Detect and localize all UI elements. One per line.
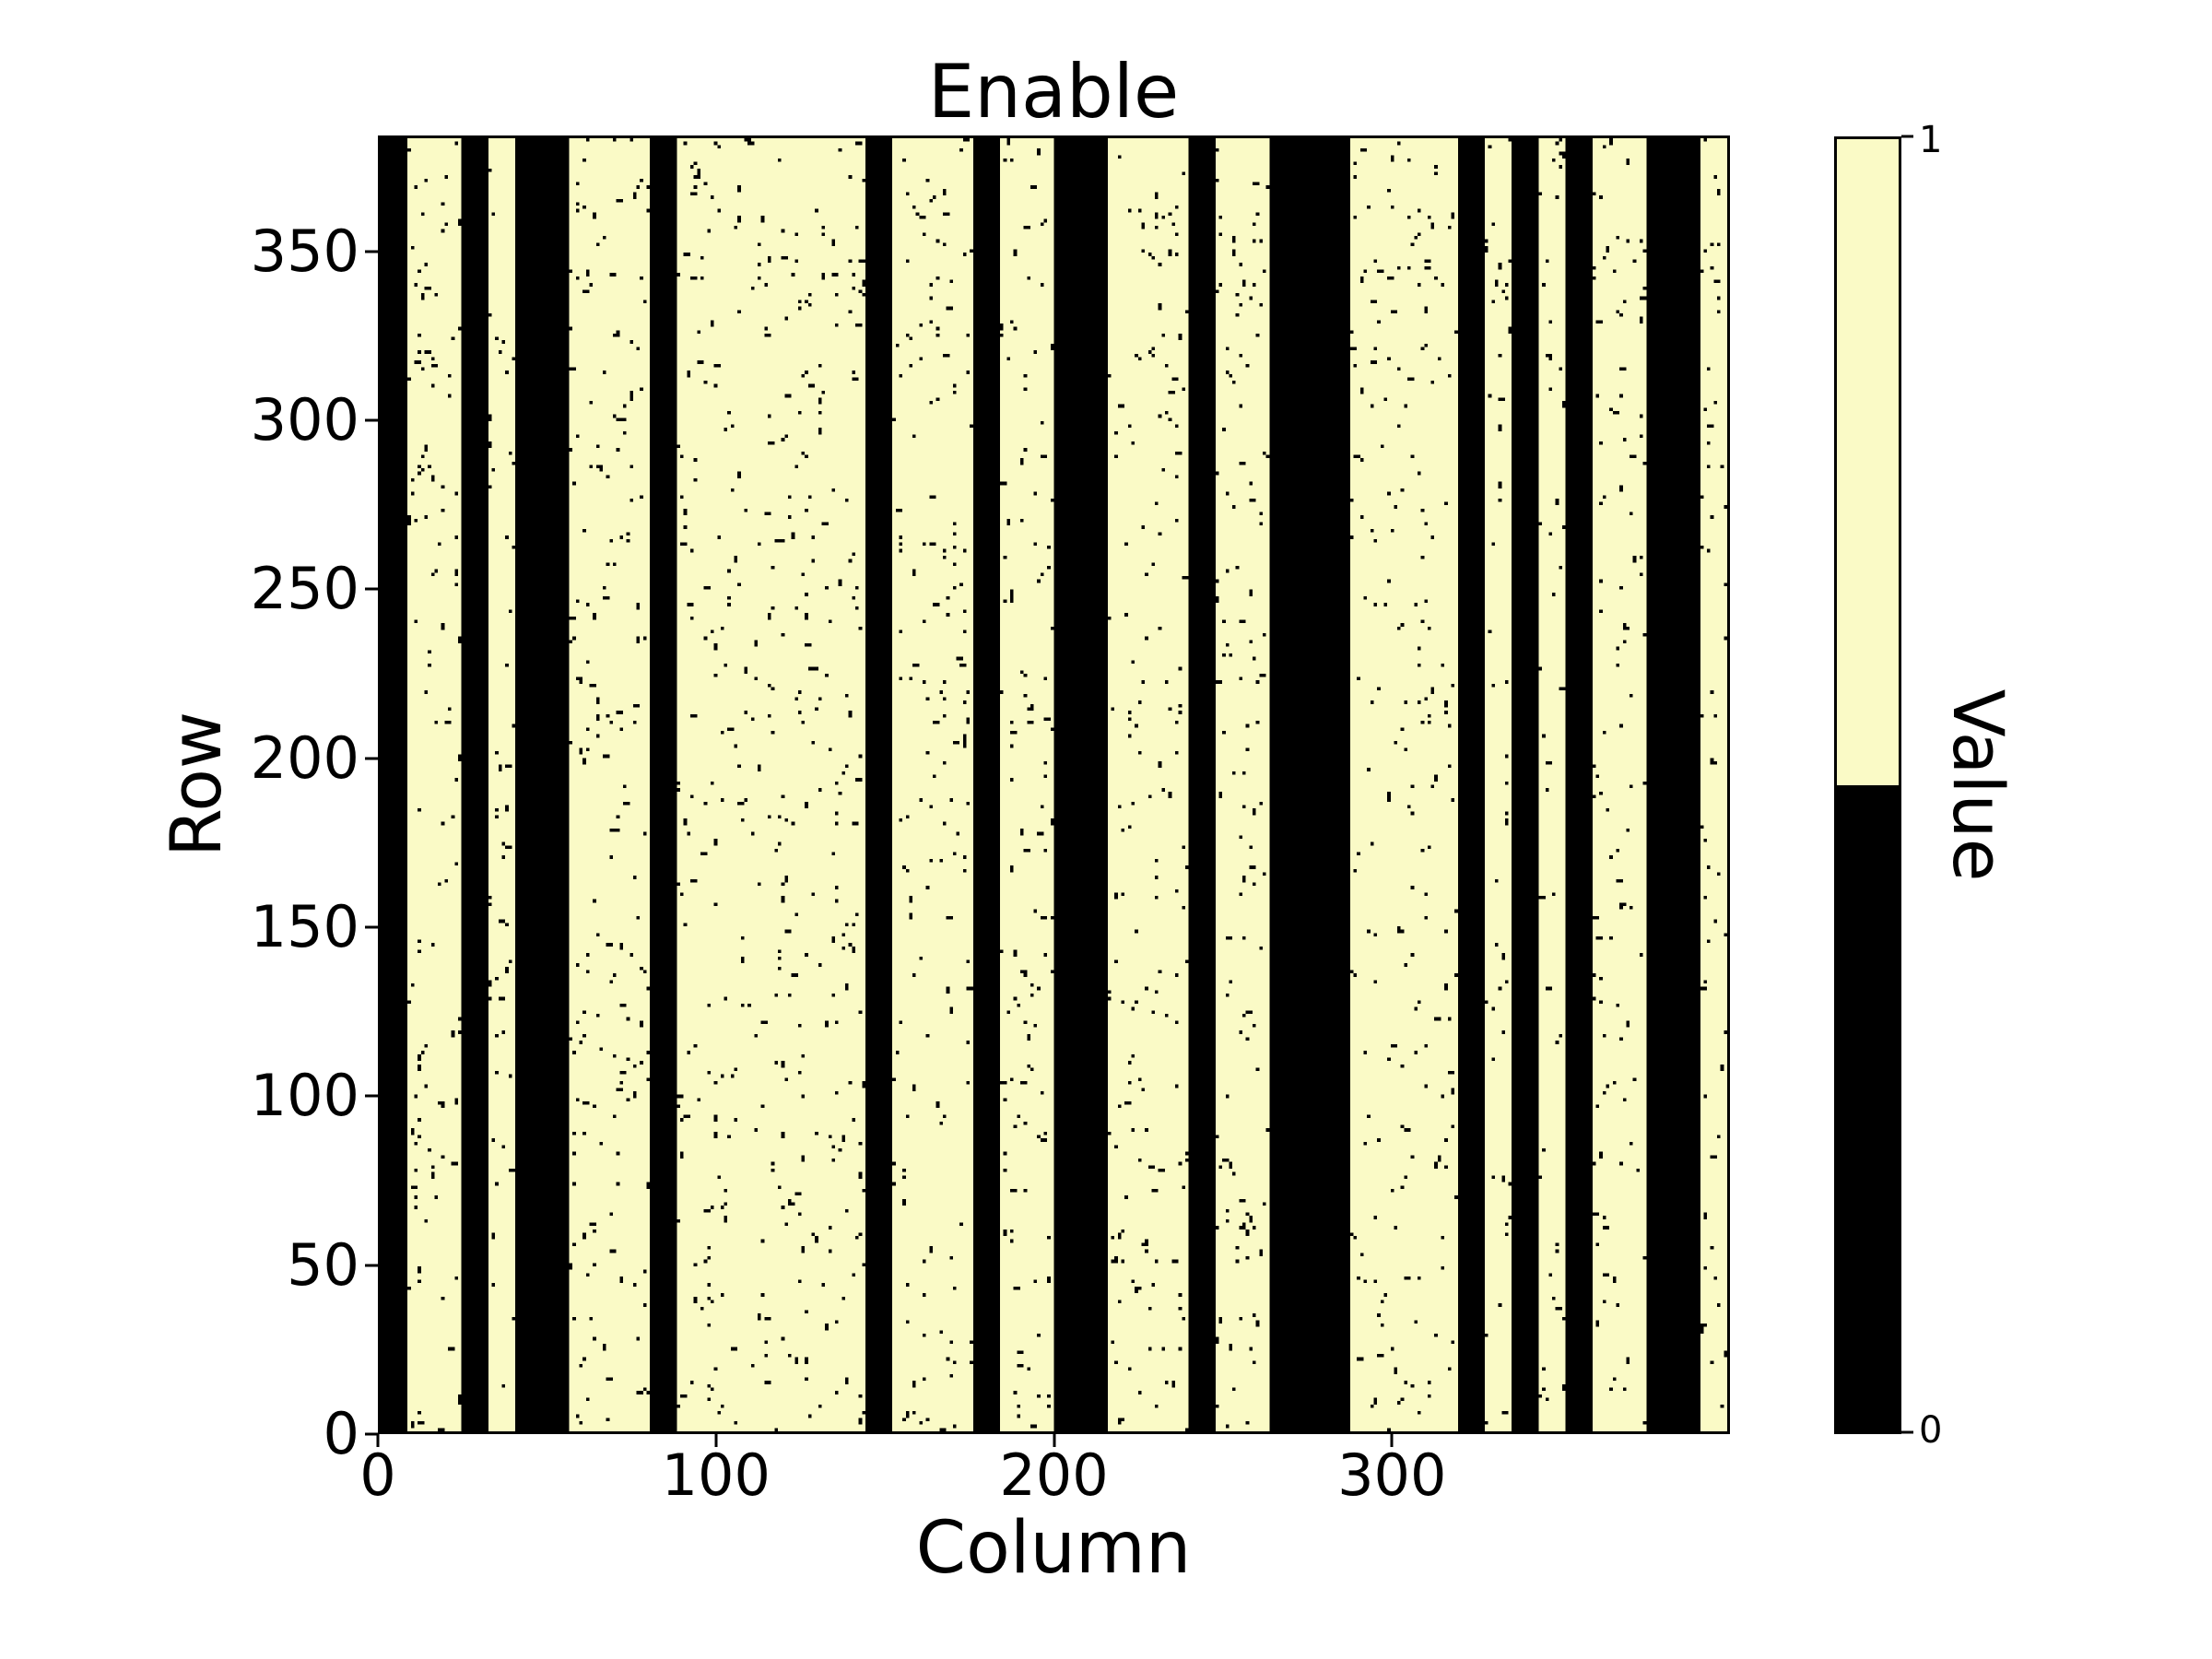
colorbar-segment-value-0: [1837, 785, 1899, 1431]
y-axis-label: Row: [155, 711, 237, 858]
x-tick-mark-100: [714, 1434, 718, 1447]
x-tick-mark-200: [1053, 1434, 1055, 1447]
y-tick-mark-300: [365, 418, 378, 422]
colorbar-tick-mark-1: [1901, 135, 1913, 138]
heatmap-canvas: [381, 138, 1727, 1431]
y-tick-label-50: 50: [287, 1230, 359, 1299]
y-tick-label-300: 300: [250, 386, 359, 453]
colorbar-tick-label-0: 0: [1919, 1409, 1943, 1452]
y-tick-mark-50: [365, 1264, 378, 1267]
y-tick-label-150: 150: [250, 893, 359, 960]
x-tick-label-0: 0: [359, 1441, 396, 1509]
y-tick-mark-350: [365, 250, 378, 253]
colorbar: [1834, 136, 1901, 1434]
heatmap-plot-area: [378, 135, 1730, 1434]
x-axis-label: Column: [915, 1507, 1192, 1590]
y-tick-mark-150: [365, 925, 378, 929]
colorbar-tick-label-1: 1: [1919, 119, 1943, 161]
y-tick-label-250: 250: [250, 555, 359, 623]
y-tick-label-200: 200: [250, 724, 359, 792]
y-tick-label-350: 350: [250, 217, 359, 285]
colorbar-tick-mark-0: [1901, 1430, 1913, 1434]
chart-title: Enable: [927, 49, 1180, 135]
y-tick-label-100: 100: [250, 1062, 359, 1130]
y-tick-mark-100: [365, 1094, 378, 1098]
x-tick-label-100: 100: [661, 1441, 771, 1509]
y-tick-mark-200: [365, 757, 378, 760]
colorbar-label: Value: [1937, 688, 2019, 882]
x-tick-mark-300: [1390, 1434, 1394, 1447]
y-tick-label-0: 0: [323, 1400, 359, 1467]
x-tick-label-300: 300: [1337, 1441, 1447, 1509]
x-tick-label-200: 200: [999, 1441, 1109, 1509]
colorbar-segment-value-1: [1837, 139, 1899, 785]
y-tick-mark-0: [365, 1432, 378, 1436]
x-tick-mark-0: [376, 1434, 380, 1447]
y-tick-mark-250: [365, 587, 378, 591]
